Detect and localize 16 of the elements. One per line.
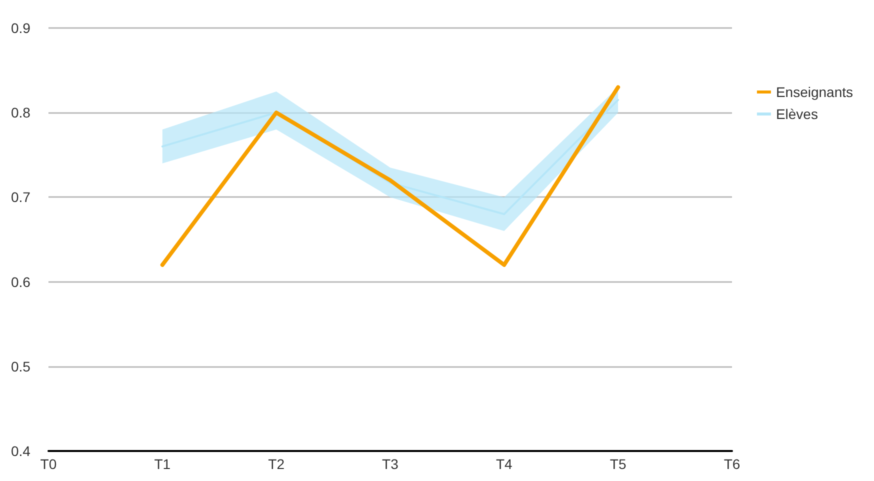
line-series <box>160 85 620 267</box>
y-tick-label: 0.4 <box>10 443 31 459</box>
y-tick-label: 0.7 <box>10 189 31 206</box>
x-tick-label: T0 <box>40 456 57 472</box>
y-tick-label: 0.8 <box>10 104 31 121</box>
y-tick-label: 0.9 <box>10 20 31 36</box>
x-tick-label: T4 <box>496 456 513 472</box>
legend-label: Elèves <box>776 106 818 122</box>
x-tick-label: T6 <box>724 456 740 472</box>
x-tick-label: T2 <box>268 456 285 472</box>
legend-label: Enseignants <box>776 84 854 100</box>
y-tick-label: 0.5 <box>10 358 31 374</box>
x-tick-label: T5 <box>610 456 626 472</box>
x-tick-label: T3 <box>382 456 399 472</box>
x-tick-label: T1 <box>154 456 171 472</box>
y-tick-label: 0.6 <box>10 274 31 290</box>
